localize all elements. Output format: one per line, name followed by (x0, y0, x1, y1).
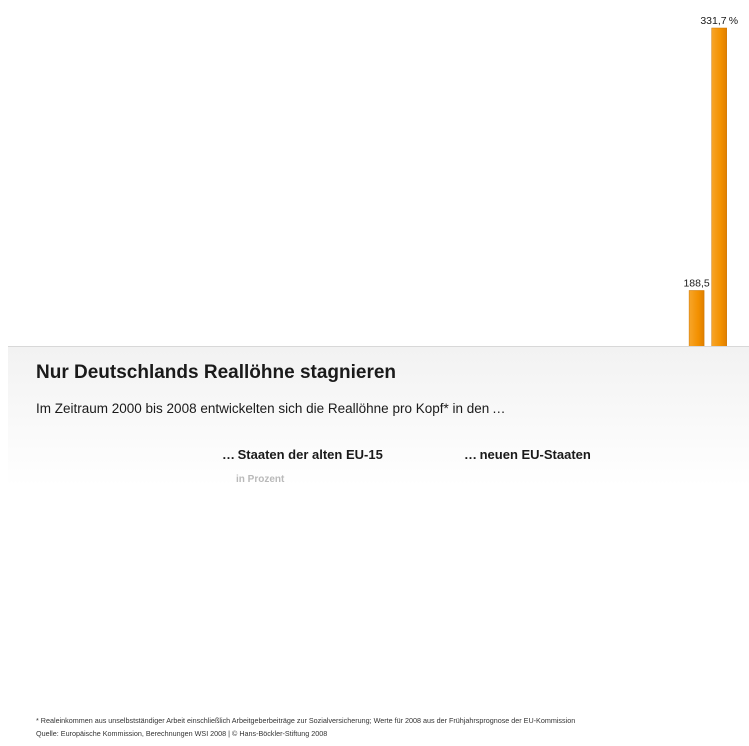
source-note: Quelle: Europäische Kommission, Berechnu… (36, 729, 328, 738)
group-label-new: … neuen EU-Staaten (464, 447, 591, 462)
chart-panel (8, 346, 749, 746)
chart-subtitle: Im Zeitraum 2000 bis 2008 entwickelten s… (36, 401, 506, 416)
chart-title: Nur Deutschlands Reallöhne stagnieren (36, 362, 397, 383)
unit-label: in Prozent (236, 474, 285, 485)
data-label: 188,5 (683, 277, 709, 289)
group-label-old: … Staaten der alten EU-15 (222, 447, 383, 462)
data-label: 331,7 % (700, 15, 738, 27)
footnote: * Realeinkommen aus unselbstständiger Ar… (36, 716, 576, 725)
